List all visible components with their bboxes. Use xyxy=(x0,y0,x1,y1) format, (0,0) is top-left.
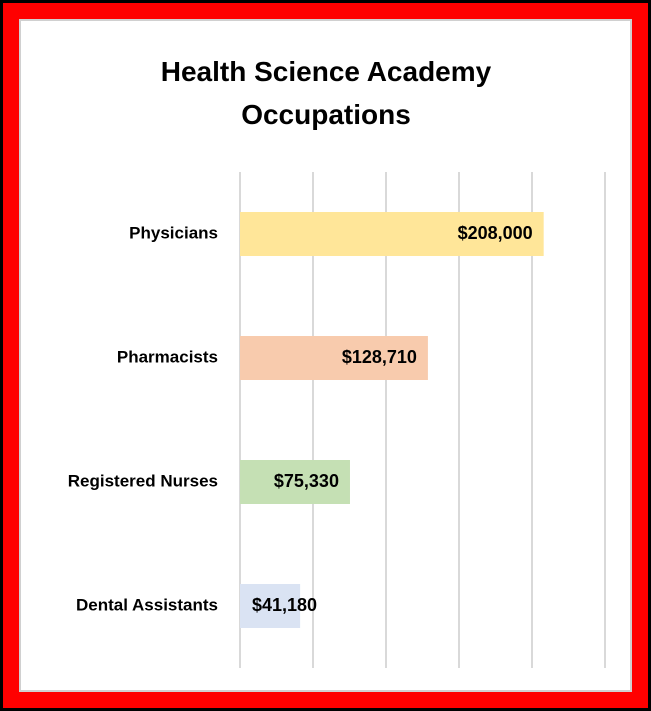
bar xyxy=(240,460,350,504)
bar xyxy=(240,212,544,256)
y-tick-label: Pharmacists xyxy=(117,347,218,366)
data-label: $208,000 xyxy=(458,223,533,243)
chart-title: Health Science Academy Occupations xyxy=(160,56,492,130)
y-tick-label: Physicians xyxy=(129,223,218,242)
bar xyxy=(240,336,428,380)
y-tick-label: Registered Nurses xyxy=(68,471,218,490)
data-label: $41,180 xyxy=(252,595,317,615)
chart-area xyxy=(19,19,632,692)
bar xyxy=(240,584,301,628)
data-label: $75,330 xyxy=(274,471,339,491)
y-tick-label: Dental Assistants xyxy=(76,595,218,614)
data-label: $128,710 xyxy=(342,347,417,367)
